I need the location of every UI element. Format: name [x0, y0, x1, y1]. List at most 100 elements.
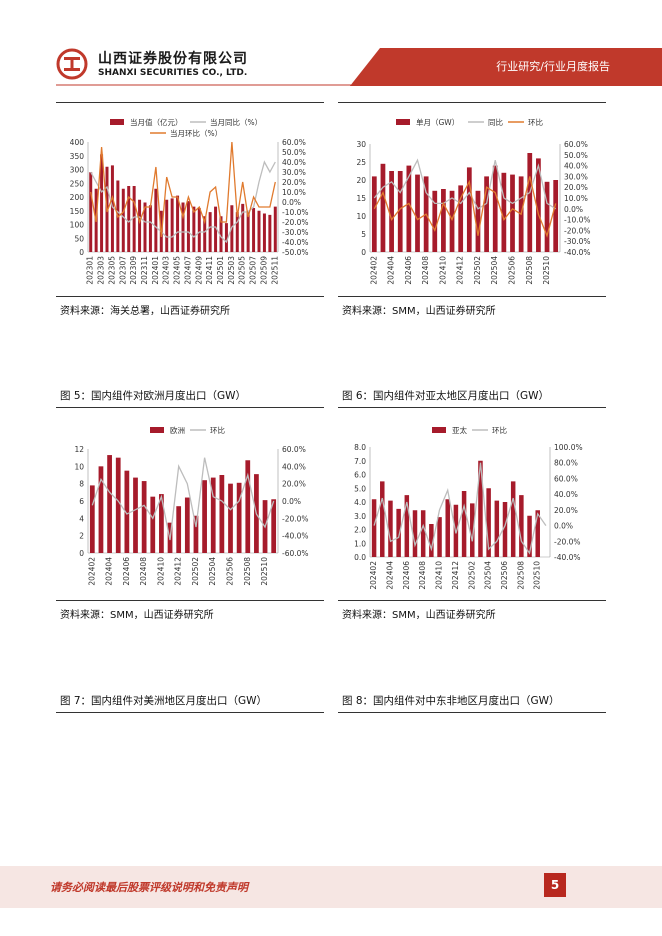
bar-202403 — [380, 481, 385, 557]
bar-202502 — [470, 503, 475, 557]
bar-202506 — [502, 502, 508, 557]
y-left-tick-label: 4.0 — [354, 498, 366, 507]
x-tick-label: 202504 — [484, 561, 493, 590]
bar-202403 — [165, 199, 169, 252]
bar-202502 — [193, 515, 199, 553]
x-tick-label: 202510 — [260, 557, 269, 586]
y-left-tick-label: 6 — [79, 497, 84, 506]
legend-label: 环比 — [492, 425, 507, 435]
bar-202305 — [110, 165, 114, 252]
bar-202411 — [208, 212, 212, 252]
chart2-source: 资料来源：SMM，山西证券研究所 — [342, 306, 496, 317]
x-tick-label: 202412 — [174, 557, 183, 586]
x-tick-label: 202402 — [369, 256, 378, 285]
x-tick-label: 202401 — [151, 256, 160, 285]
x-tick-label: 202407 — [183, 256, 192, 285]
y-left-tick-label: 2 — [79, 532, 84, 541]
x-tick-label: 202502 — [473, 256, 482, 285]
chart-asia-pacific-gw: 8.0 7.0 6.0 5.0 4.0 3.0 2.0 1.0 0.0 100.0% 80.0% 60… — [354, 425, 583, 590]
y-right-tick-label: 60.0% — [282, 445, 306, 454]
x-tick-label: 202506 — [500, 561, 509, 590]
y-left-tick-label: 1.0 — [354, 539, 366, 548]
bar-202501 — [184, 497, 190, 553]
bar-202301 — [89, 172, 93, 252]
bar-202503 — [478, 460, 483, 557]
legend-label: 欧洲 — [170, 425, 185, 435]
bar-202501 — [219, 216, 223, 252]
x-tick-label: 202510 — [542, 256, 551, 285]
x-tick-label: 202502 — [191, 557, 200, 586]
y-right-tick-label: -40.0% — [554, 553, 581, 562]
bar-202511 — [553, 180, 559, 252]
x-tick-label: 202311 — [140, 256, 149, 285]
x-tick-label: 202307 — [118, 256, 127, 285]
bar-202402 — [371, 499, 377, 557]
x-tick-label: 202410 — [435, 561, 444, 590]
y-left-tick-label: 250 — [70, 179, 85, 188]
y-left-tick-label: 0 — [79, 549, 84, 558]
rule-caption6 — [338, 407, 606, 408]
y-right-tick-label: 40.0% — [564, 162, 588, 171]
chart1-source: 资料来源：海关总署，山西证券研究所 — [60, 306, 230, 317]
y-left-tick-label: 20 — [356, 176, 366, 185]
y-right-tick-label: -40.0% — [282, 238, 309, 247]
bar-202508 — [527, 153, 533, 252]
bar-202502 — [224, 223, 228, 252]
bar-202303 — [100, 154, 104, 252]
bar-202408 — [192, 206, 196, 252]
x-tick-label: 202510 — [533, 561, 542, 590]
bar-202406 — [181, 202, 185, 252]
x-tick-label: 202404 — [385, 561, 394, 590]
x-tick-label: 202501 — [216, 256, 225, 285]
y-right-tick-label: 10.0% — [564, 194, 588, 203]
bar-202406 — [404, 495, 410, 557]
x-tick-label: 202406 — [404, 256, 413, 285]
y-right-tick-label: 0.0% — [564, 205, 583, 214]
bar-202404 — [389, 171, 394, 252]
y-right-tick-label: -10.0% — [564, 216, 591, 225]
x-tick-label: 202305 — [107, 256, 116, 285]
bar-202511 — [271, 499, 277, 553]
bar-202505 — [494, 500, 500, 557]
y-right-tick-label: -50.0% — [282, 248, 309, 257]
bar-202506 — [510, 174, 515, 252]
bar-202501 — [466, 167, 472, 252]
y-left-tick-label: 10 — [74, 462, 84, 471]
bar-202504 — [492, 165, 498, 252]
x-tick-label: 202508 — [243, 557, 252, 586]
rule-chart2-bottom — [338, 296, 606, 297]
line-series-2 — [373, 176, 557, 238]
line-series-2 — [90, 141, 276, 238]
y-left-tick-label: 350 — [70, 152, 85, 161]
y-left-tick-label: 10 — [356, 212, 366, 221]
y-right-tick-label: 60.0% — [554, 474, 578, 483]
chart-asia-pacific-summary: 30 25 20 15 10 5 0 60.0% 50.0% 40.0%30.0% 20.0% 10.… — [356, 117, 591, 285]
y-left-tick-label: 4 — [79, 514, 84, 523]
bar-202311 — [143, 202, 147, 252]
bar-202403 — [98, 466, 104, 553]
x-tick-label: 202410 — [438, 256, 447, 285]
bar-202506 — [246, 210, 250, 252]
bar-202308 — [127, 186, 131, 252]
x-tick-label: 202408 — [421, 256, 430, 285]
y-right-tick-label: -10.0% — [282, 208, 309, 217]
bar-202410 — [159, 494, 164, 553]
y-right-tick-label: 40.0% — [282, 158, 306, 167]
y-right-tick-label: 60.0% — [282, 138, 306, 147]
bar-202408 — [141, 481, 147, 553]
bar-202510 — [544, 181, 550, 252]
y-right-tick-label: -30.0% — [282, 228, 309, 237]
legend-swatch-bar — [396, 119, 410, 125]
x-tick-label: 202509 — [259, 256, 268, 285]
bar-202412 — [214, 206, 218, 252]
rule-top-left — [56, 102, 324, 103]
bar-202505 — [219, 475, 225, 553]
footer-disclaimer-link[interactable]: 请务必阅读最后股票评级说明和免责声明 — [50, 881, 248, 894]
bar-202310 — [138, 199, 142, 252]
x-tick-label: 202411 — [205, 256, 214, 285]
bar-202407 — [415, 174, 420, 252]
y-right-tick-label: 30.0% — [564, 172, 588, 181]
bar-202503 — [202, 480, 207, 553]
x-tick-label: 202505 — [238, 256, 247, 285]
y-right-tick-label: 20.0% — [554, 506, 578, 515]
